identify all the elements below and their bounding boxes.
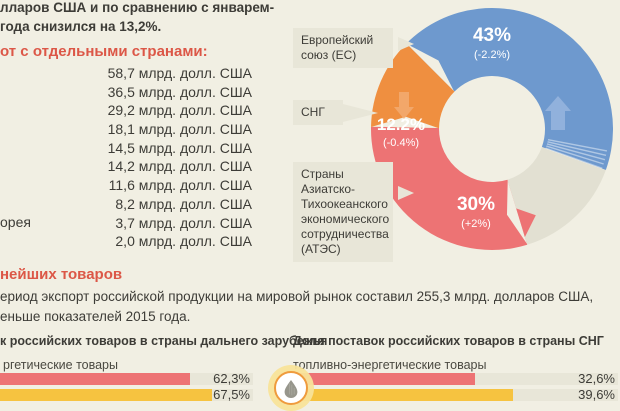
- eu-percent: 43%: [472, 25, 512, 46]
- bar-value-label: 62,3%: [213, 371, 250, 386]
- oil-drop-icon: [284, 380, 298, 398]
- segment-hatch-icon: [547, 141, 607, 157]
- trade-value-row: 2,0 млрд. долл. США: [115, 233, 252, 250]
- segment-notch-arrow-icon: [372, 116, 439, 128]
- trade-value-row: 14,5 млрд. долл. США: [107, 139, 252, 156]
- trade-value-row: 11,6 млрд. долл. США: [108, 177, 252, 194]
- bar-fill: [296, 389, 513, 401]
- trade-value-row: 14,2 млрд. долл. США: [107, 158, 252, 175]
- left-bar-chart: 62,3% 67,5%: [0, 371, 253, 405]
- apec-change: (+2%): [461, 217, 491, 230]
- export-body-line2: еньше показателей 2015 года.: [0, 309, 191, 324]
- right-bar-chart: 32,6% 39,6%: [296, 371, 618, 405]
- bar-fill: [0, 389, 212, 401]
- trade-value-row: 29,2 млрд. долл. США: [107, 102, 252, 119]
- apec-percent: 30%: [456, 194, 496, 215]
- down-arrow-icon: [394, 92, 414, 119]
- bar-track: 32,6%: [296, 371, 618, 386]
- bar-track: 39,6%: [296, 387, 618, 402]
- bar-track: 62,3%: [0, 371, 253, 386]
- trade-value-row: 8,2 млрд. долл. США: [115, 195, 252, 212]
- right-bars-category: топливно-энергетические товары: [293, 358, 487, 372]
- segment-hatch-icon: [546, 145, 604, 165]
- legend-box-apec: Страны Азиатско-Тихоокеанского экономиче…: [293, 162, 393, 262]
- bar-fill: [296, 373, 475, 385]
- right-bars-header: Доля поставок российских товаров в стран…: [293, 334, 604, 348]
- segment-notch-arrow-icon: [407, 44, 454, 91]
- donut-label-apec-pct: 30% (+2%): [431, 194, 521, 230]
- segment-hatch-icon: [545, 147, 603, 169]
- donut-segment: [371, 126, 528, 251]
- legend-box-cis: СНГ: [293, 100, 343, 125]
- trade-value-row: 3,7 млрд. долл. США: [115, 214, 252, 231]
- up-arrow-icon: [545, 96, 571, 130]
- segment-hatch-icon: [546, 143, 606, 161]
- left-bars-category: ргетические товары: [3, 358, 118, 372]
- bar-value-label: 67,5%: [213, 387, 250, 402]
- bar-fill: [0, 373, 190, 385]
- trade-values-list: 58,7 млрд. долл. США 36,5 млрд. долл. США…: [0, 64, 252, 251]
- trade-value-row: 36,5 млрд. долл. США: [107, 83, 252, 100]
- export-body-line1: ериод экспорт российской продукции на ми…: [0, 289, 594, 304]
- donut-label-cis-pct: 12.2% (-0.4%): [356, 115, 446, 149]
- bar-value-label: 39,6%: [578, 387, 615, 402]
- segment-hatch-icon: [547, 138, 608, 152]
- country-label-fragment: орея: [0, 214, 31, 230]
- legend-box-eu: Европейский союз (ЕС): [293, 28, 393, 68]
- apec-growth-arrow-icon: [516, 208, 536, 238]
- trade-value-row: 58,7 млрд. долл. США: [107, 65, 252, 81]
- donut-label-eu-pct: 43% (-2.2%): [447, 25, 537, 61]
- trade-value-row: 18,1 млрд. долл. США: [107, 121, 252, 138]
- cis-change: (-0.4%): [382, 136, 420, 149]
- left-bars-header: к российских товаров в страны дальнего з…: [0, 334, 328, 348]
- cis-percent: 12.2%: [376, 115, 426, 134]
- drop-icon-badge: [274, 371, 308, 405]
- bar-track: 67,5%: [0, 387, 253, 402]
- trade-section-heading: от с отдельными странами:: [0, 43, 208, 60]
- export-section-heading: нейших товаров: [0, 266, 123, 283]
- segment-notch-arrow-icon: [506, 180, 527, 244]
- intro-text-line2: года снизился на 13,2%.: [0, 19, 162, 34]
- intro-text-line1: лларов США и по сравнению с январем-: [0, 0, 275, 15]
- bar-value-label: 32,6%: [578, 371, 615, 386]
- eu-change: (-2.2%): [473, 48, 511, 61]
